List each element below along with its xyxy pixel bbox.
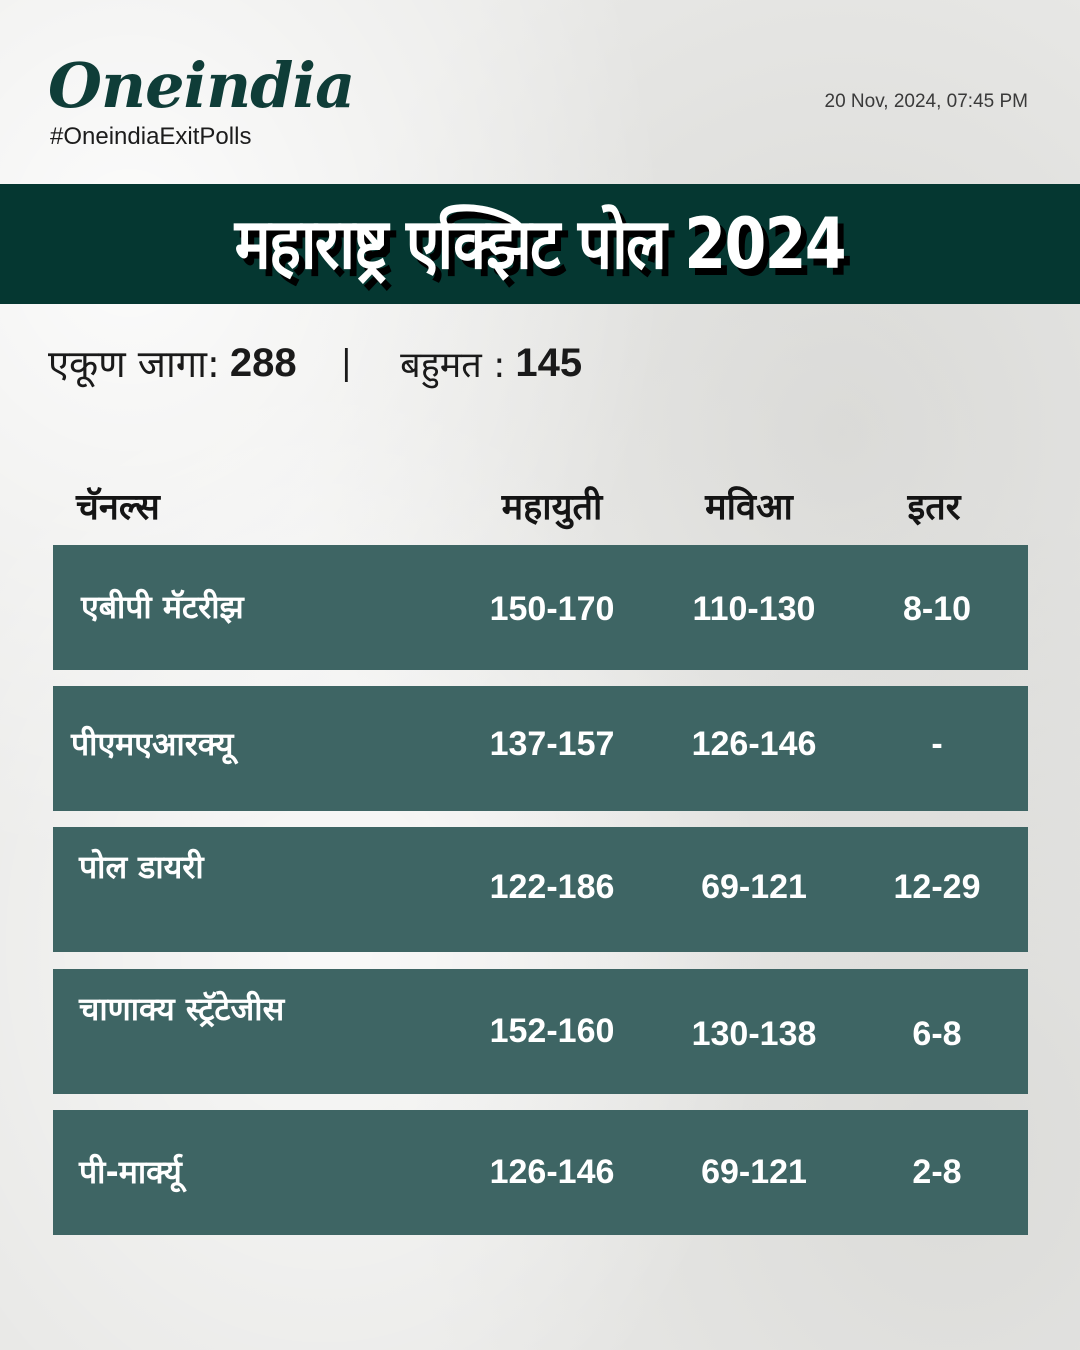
mva-value: 110-130 (692, 590, 816, 628)
mva-value: 130-138 (691, 1015, 817, 1053)
timestamp: 20 Nov, 2024, 07:45 PM (824, 91, 1029, 112)
others-value: 6-8 (912, 1015, 962, 1053)
seat-summary: एकूण जागा: 288 | बहुमत : 145 (48, 338, 582, 388)
table-row: एबीपी मॅटरीझ 150-170 110-130 8-10 (53, 545, 1028, 670)
mva-value: 69-121 (701, 1153, 807, 1191)
mahayuti-value: 150-170 (489, 590, 615, 628)
oneindia-logo: Oneindia (48, 49, 355, 122)
channel-name: पोल डायरी (79, 848, 204, 886)
others-value: 2-8 (912, 1153, 962, 1191)
majority-value: 145 (515, 340, 583, 385)
mahayuti-value: 137-157 (489, 725, 615, 763)
channel-name: पीएमएआरक्यू (71, 725, 234, 763)
majority-label: बहुमत : (400, 344, 506, 386)
table-row: चाणाक्य स्ट्रॅटेजीस 152-160 130-138 6-8 (53, 969, 1028, 1094)
table-row: पोल डायरी 122-186 69-121 12-29 (53, 827, 1028, 952)
channel-name: पी-मार्क्यू (79, 1153, 182, 1191)
channel-name: एबीपी मॅटरीझ (81, 588, 244, 626)
page-title: महाराष्ट्र एक्झिट पोल 2024 (234, 203, 847, 285)
channel-name: चाणाक्य स्ट्रॅटेजीस (79, 990, 285, 1028)
others-value: 8-10 (902, 590, 972, 628)
header-others: इतर (907, 487, 961, 528)
total-seats-value: 288 (229, 340, 297, 385)
mva-value: 69-121 (701, 868, 807, 906)
others-value: 12-29 (893, 868, 981, 906)
title-banner: महाराष्ट्र एक्झिट पोल 2024 (0, 184, 1080, 304)
mahayuti-value: 126-146 (489, 1153, 615, 1191)
header-mva: मविआ (705, 487, 793, 528)
mva-value: 126-146 (691, 725, 817, 763)
others-value: - (931, 725, 943, 763)
header-channels: चॅनल्स (76, 487, 160, 528)
mahayuti-value: 122-186 (489, 868, 615, 906)
table-row: पीएमएआरक्यू 137-157 126-146 - (53, 686, 1028, 811)
mahayuti-value: 152-160 (489, 1012, 615, 1050)
table-row: पी-मार्क्यू 126-146 69-121 2-8 (53, 1110, 1028, 1235)
summary-separator: | (340, 343, 353, 383)
header-mahayuti: महायुती (501, 487, 603, 528)
hashtag: #OneindiaExitPolls (50, 123, 252, 150)
total-seats-label: एकूण जागा: (48, 342, 220, 386)
